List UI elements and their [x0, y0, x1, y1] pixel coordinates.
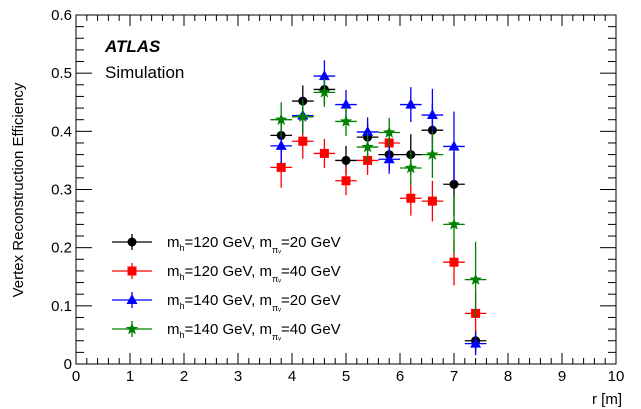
x-tick-label: 0 [72, 368, 80, 385]
legend: mh=120 GeV, mπᵥ=20 GeV mh=120 GeV, mπᵥ=40… [112, 234, 341, 342]
data-point [275, 113, 288, 125]
data-point [426, 109, 438, 120]
x-tick-label: 6 [396, 368, 404, 385]
y-tick-label: 0.6 [51, 7, 72, 24]
y-tick-label: 0.3 [51, 182, 72, 199]
x-tick-label: 3 [234, 368, 242, 385]
plot-axes: 0 1 2 3 4 5 6 7 8 9 10 0 0.1 0.2 0.3 0.4 0.5 0.6 [51, 7, 624, 385]
legend-label: mh=140 GeV, mπᵥ=20 GeV [167, 292, 341, 313]
data-point [340, 98, 352, 109]
series-4 [270, 77, 487, 318]
legend-marker [125, 322, 139, 335]
legend-label: mh=120 GeV, mπᵥ=40 GeV [167, 263, 341, 284]
legend-entry-2: mh=120 GeV, mπᵥ=40 GeV [112, 263, 341, 284]
data-point [469, 273, 482, 285]
x-tick-label: 4 [288, 368, 296, 385]
atlas-label: ATLAS [104, 37, 161, 56]
data-point [383, 126, 396, 138]
data-point [341, 155, 351, 165]
x-tick-label: 5 [342, 368, 350, 385]
data-point [276, 162, 286, 172]
x-tick-label: 7 [450, 368, 458, 385]
legend-entry-1: mh=120 GeV, mπᵥ=20 GeV [112, 234, 341, 255]
y-axis-title: Vertex Reconstruction Efficiency [10, 82, 27, 297]
data-point [362, 125, 374, 136]
data-point [427, 196, 437, 206]
legend-label: mh=120 GeV, mπᵥ=20 GeV [167, 234, 341, 255]
data-point [318, 85, 331, 98]
data-point [296, 110, 309, 123]
x-tick-label: 8 [504, 368, 512, 385]
x-tick-label: 9 [558, 368, 566, 385]
data-point [426, 148, 439, 160]
data-point [383, 153, 395, 164]
legend-entry-3: mh=140 GeV, mπᵥ=20 GeV [112, 292, 341, 313]
data-point [406, 193, 416, 203]
data-point [275, 139, 287, 150]
y-tick-label: 0 [64, 356, 72, 373]
legend-label: mh=140 GeV, mπᵥ=40 GeV [167, 321, 341, 342]
x-tick-label: 2 [180, 368, 188, 385]
simulation-label: Simulation [105, 63, 184, 82]
data-point [319, 148, 329, 158]
y-tick-label: 0.5 [51, 65, 72, 82]
x-tick-label: 10 [608, 368, 625, 385]
y-tick-label: 0.1 [51, 298, 72, 315]
x-axis-title: r [m] [592, 391, 622, 408]
data-point [449, 179, 459, 189]
data-point [447, 217, 461, 230]
data-point [298, 136, 308, 146]
legend-marker [127, 266, 137, 276]
legend-entry-4: mh=140 GeV, mπᵥ=40 GeV [112, 321, 341, 342]
data-marks [270, 60, 487, 356]
legend-marker [127, 237, 137, 247]
y-tick-label: 0.4 [51, 123, 72, 140]
data-point [339, 114, 353, 127]
data-point [405, 98, 417, 109]
annotations: ATLAS Simulation r [m] Vertex Reconstruc… [10, 37, 622, 408]
data-point [470, 337, 482, 348]
data-point [448, 140, 460, 151]
y-tick-label: 0.2 [51, 240, 72, 257]
data-point [404, 161, 417, 174]
data-point [341, 176, 351, 186]
data-point [318, 70, 330, 81]
x-tick-label: 1 [126, 368, 134, 385]
legend-marker [126, 294, 138, 304]
data-point [449, 257, 459, 267]
data-point [361, 140, 374, 153]
